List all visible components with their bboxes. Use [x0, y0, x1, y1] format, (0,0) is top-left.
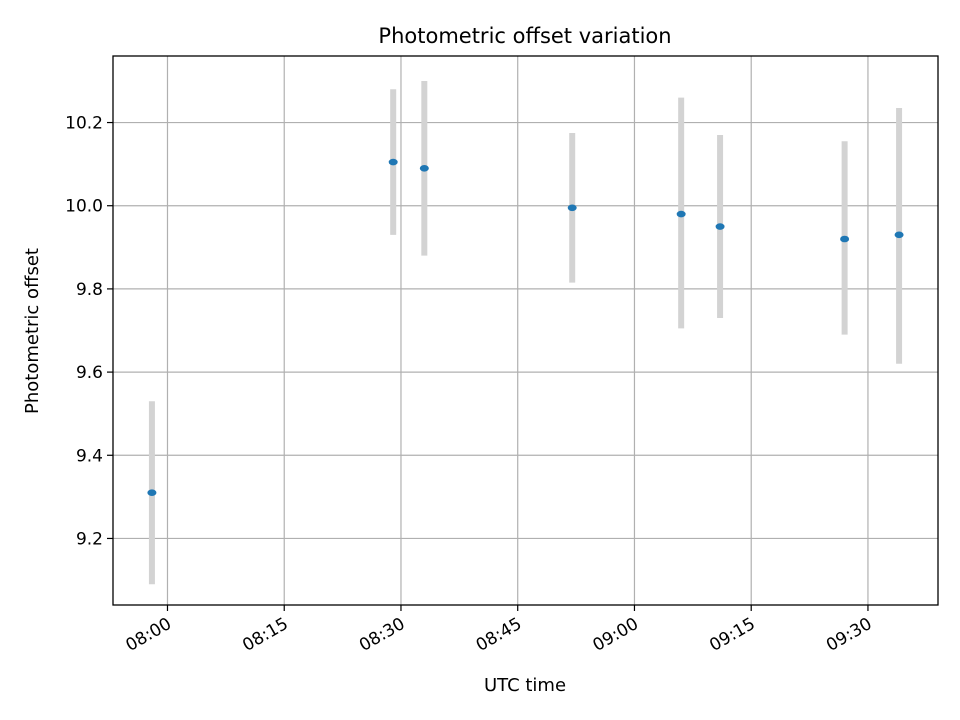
y-tick-label: 9.2: [76, 529, 103, 549]
x-tick-label: 09:15: [706, 614, 758, 656]
data-point: [388, 158, 398, 166]
x-tick-label: 08:30: [356, 614, 408, 656]
data-point: [419, 164, 429, 172]
data-point: [676, 210, 686, 218]
y-tick-label: 9.6: [76, 363, 103, 383]
x-axis-label: UTC time: [484, 675, 566, 696]
grid: [113, 56, 938, 605]
data-point: [715, 223, 725, 230]
y-tick-label: 9.4: [76, 446, 103, 466]
x-tick-label: 08:15: [239, 614, 291, 656]
data-series: [147, 80, 904, 585]
data-point: [894, 231, 904, 239]
plot-frame: [112, 55, 939, 606]
axis-ticks: 08:00 08:15 08:30 08:45 09:00 09:15 09:30 9.2 9.…: [65, 114, 875, 656]
chart-title: Photometric offset variation: [378, 24, 671, 48]
data-point: [147, 489, 157, 497]
data-point: [840, 235, 850, 243]
y-axis-label: Photometric offset: [22, 248, 43, 414]
y-tick-label: 9.8: [76, 280, 103, 300]
x-tick-label: 08:00: [123, 614, 175, 656]
x-tick-label: 08:45: [473, 614, 525, 656]
y-tick-label: 10.2: [65, 114, 103, 134]
data-point: [567, 204, 577, 212]
x-tick-label: 09:00: [590, 614, 642, 656]
y-tick-label: 10.0: [65, 197, 103, 217]
x-tick-label: 09:30: [823, 614, 875, 656]
